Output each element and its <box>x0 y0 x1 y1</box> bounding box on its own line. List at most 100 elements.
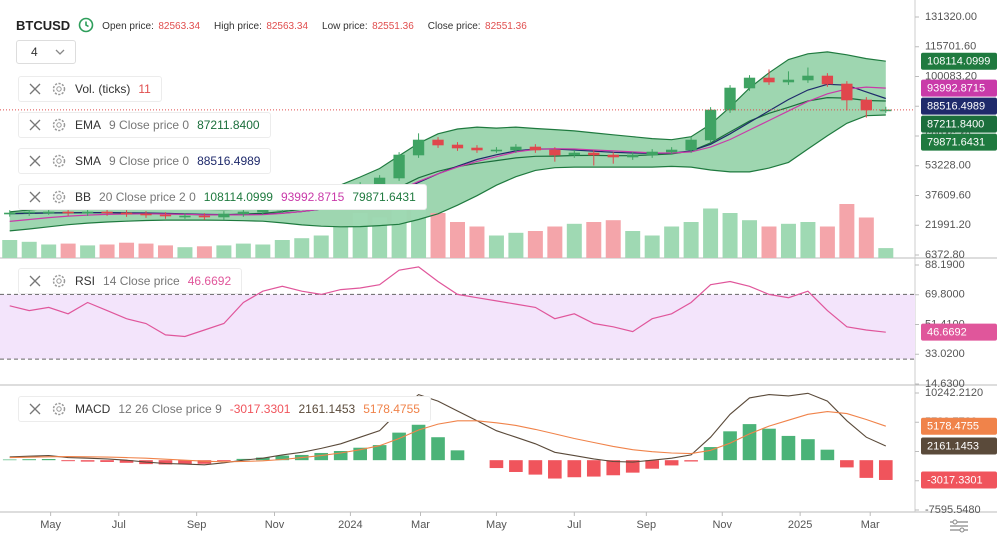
remove-button[interactable] <box>27 117 43 133</box>
price-badge-label: 93992.8715 <box>927 83 985 95</box>
remove-button[interactable] <box>27 153 43 169</box>
price-badge-label: -3017.3301 <box>927 474 983 486</box>
marks <box>0 51 915 480</box>
volume-bar <box>469 226 485 258</box>
histogram-bar <box>625 460 640 473</box>
candle-body <box>529 146 542 151</box>
gear-glyph <box>52 154 66 168</box>
volume-bar <box>60 243 76 258</box>
candle-body <box>704 109 717 141</box>
histogram-bar <box>236 458 251 461</box>
stat-value: 82563.34 <box>266 21 309 32</box>
candle-body <box>120 212 133 215</box>
stat-value: 82563.34 <box>158 21 201 32</box>
volume-bar <box>742 220 758 258</box>
remove-button[interactable] <box>27 81 43 97</box>
candle-body <box>802 75 814 81</box>
y-tick-label: 33.0200 <box>925 348 965 360</box>
histogram-bar <box>119 460 134 463</box>
y-tick-label: 53228.00 <box>925 160 971 172</box>
histogram-bar <box>41 458 56 461</box>
volume-bar <box>488 235 504 258</box>
indicator-value: 108114.0999 <box>203 190 273 204</box>
candle-body <box>607 154 619 158</box>
indicator-value: -3017.3301 <box>229 402 291 416</box>
legend-row: MACD 12 26 Close price 9 -3017.3301 2161.14… <box>18 396 431 422</box>
settings-button[interactable] <box>51 189 67 205</box>
y-tick-label: 131320.00 <box>925 11 977 23</box>
gear-center <box>56 86 62 92</box>
y-tick-label: 88.1900 <box>925 259 965 271</box>
x-tick-label: 2025 <box>788 519 812 531</box>
volume-bar <box>761 226 777 258</box>
candle-body <box>471 147 483 151</box>
histogram-bar <box>859 460 874 478</box>
remove-button[interactable] <box>27 273 43 289</box>
level-band <box>0 294 915 360</box>
settings-icon[interactable] <box>948 518 970 534</box>
volume-bar <box>450 222 465 258</box>
histogram-bar <box>158 460 173 465</box>
histogram-bar <box>333 450 348 461</box>
settings-button[interactable] <box>51 273 67 289</box>
candle-body <box>568 152 580 156</box>
histogram-bar <box>548 460 562 479</box>
legend-row: SMA 9 Close price 0 88516.4989 <box>18 148 272 174</box>
volume-bar <box>352 213 368 258</box>
candle-body <box>743 77 756 89</box>
candle-body <box>685 139 697 151</box>
chevron <box>55 49 65 55</box>
settings-button[interactable] <box>51 153 67 169</box>
gear-center <box>56 406 62 412</box>
stat-label: High price: <box>214 21 262 32</box>
candle-body <box>257 209 269 213</box>
remove-button[interactable] <box>27 189 43 205</box>
clock-icon[interactable] <box>78 17 94 33</box>
x-tick-label: May <box>486 519 507 531</box>
interval-value: 4 <box>31 45 38 59</box>
histogram-bar <box>664 460 679 466</box>
candle-body <box>821 75 834 85</box>
stat: Low price: 82551.36 <box>322 16 414 34</box>
candle-body <box>490 149 503 152</box>
y-tick-label: -7595.5480 <box>925 504 981 516</box>
candle-body <box>140 213 152 216</box>
histogram-bar <box>509 460 523 472</box>
price-badge <box>921 417 997 435</box>
candle-body <box>724 87 736 111</box>
candle-body <box>198 215 211 218</box>
gear-glyph <box>52 118 66 132</box>
indicator-params: 20 Close price 2 0 <box>99 190 196 204</box>
volume-bar <box>41 244 57 258</box>
histogram-bar <box>217 460 231 462</box>
settings-button[interactable] <box>51 81 67 97</box>
x-glyph <box>29 403 41 415</box>
price-badge-label: 46.6692 <box>927 327 967 339</box>
settings-button[interactable] <box>51 401 67 417</box>
volume-bar <box>80 245 96 258</box>
volume-bar <box>800 222 816 258</box>
histogram-bar <box>450 450 465 461</box>
x-tick-label: Jul <box>112 519 126 531</box>
indicator-value: 46.6692 <box>187 274 232 288</box>
volume-bar <box>566 223 582 258</box>
legend-row: BB 20 Close price 2 0 108114.0999 93992.871… <box>18 184 427 210</box>
y-tick-label: 21991.20 <box>925 219 971 231</box>
histogram-bar <box>840 460 854 468</box>
histogram-bar <box>586 460 601 477</box>
remove-button[interactable] <box>27 401 43 417</box>
volume-bar <box>196 246 212 258</box>
candle-body <box>159 214 172 217</box>
interval-dropdown[interactable]: 4 <box>16 40 76 64</box>
volume-bar <box>255 244 271 258</box>
histogram-bar <box>567 460 582 478</box>
y-tick-label: 115701.60 <box>925 41 976 53</box>
price-badge <box>921 79 997 97</box>
y-tick-label: 6372.80 <box>925 249 965 261</box>
candle-body <box>393 154 405 179</box>
histogram-bar <box>178 460 192 465</box>
histogram-bar <box>275 455 290 461</box>
price-badge <box>921 115 997 133</box>
volume-bar <box>21 241 37 258</box>
settings-button[interactable] <box>51 117 67 133</box>
